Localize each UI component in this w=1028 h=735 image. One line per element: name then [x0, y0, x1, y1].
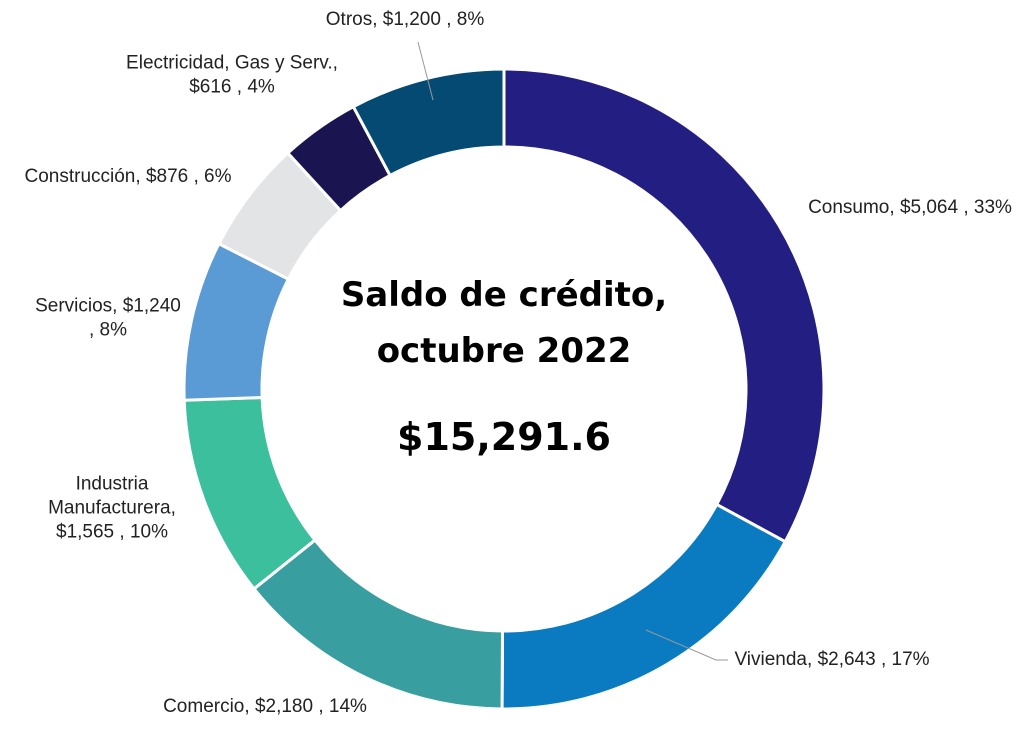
- label-value: $616 ,: [189, 76, 243, 97]
- slice-label: Consumo, $5,064 , 33%: [795, 196, 1025, 220]
- label-share: 10%: [129, 520, 168, 542]
- center-title: octubre 2022: [377, 331, 632, 371]
- label-share: 17%: [891, 649, 930, 671]
- leader-line: [417, 41, 434, 101]
- slice-label: Electricidad, Gas y Serv., $616 , 4%: [117, 51, 347, 99]
- slice-label: Industria Manufacturera, $1,565 , 10%: [27, 472, 197, 543]
- label-category: Comercio,: [163, 696, 250, 718]
- label-category: Consumo,: [808, 197, 895, 219]
- label-category: Otros,: [325, 9, 378, 31]
- label-value: $5,064 ,: [899, 197, 969, 219]
- slice: [500, 502, 788, 711]
- slices: [182, 67, 826, 711]
- label-share: 8%: [456, 9, 485, 31]
- slice-label: Vivienda, $2,643 , 17%: [717, 648, 947, 672]
- center-title: Saldo de crédito,: [341, 275, 667, 315]
- label-value: $2,180 ,: [254, 696, 324, 718]
- slice: [251, 537, 505, 711]
- label-share: 6%: [204, 166, 232, 188]
- label-value: $1,200 ,: [382, 9, 452, 31]
- slice-label: Otros, $1,200 , 8%: [275, 8, 535, 32]
- label-share: 14%: [328, 696, 367, 718]
- label-category: Industria Manufacturera,: [48, 473, 176, 519]
- label-value: $2,643 ,: [817, 649, 887, 671]
- slice: [351, 67, 506, 178]
- center-total: $15,291.6: [397, 415, 611, 459]
- slice-label: Construcción, $876 , 6%: [8, 165, 248, 189]
- label-value: $876 ,: [145, 166, 199, 188]
- label-value: $1,565 ,: [56, 520, 125, 542]
- label-category: Vivienda,: [734, 649, 813, 671]
- slice-label: Comercio, $2,180 , 14%: [150, 695, 380, 719]
- label-value: $1,240 ,: [88, 295, 181, 340]
- slice-label: Servicios, $1,240 , 8%: [33, 294, 183, 342]
- leader-line: [645, 629, 728, 661]
- label-category: Servicios,: [35, 295, 118, 317]
- label-share: 8%: [99, 319, 128, 340]
- label-category: Construcción,: [24, 166, 141, 188]
- label-share: 33%: [973, 197, 1012, 219]
- slice: [502, 67, 826, 544]
- label-category: Electricidad, Gas y Serv.,: [126, 52, 338, 74]
- label-share: 4%: [247, 76, 275, 97]
